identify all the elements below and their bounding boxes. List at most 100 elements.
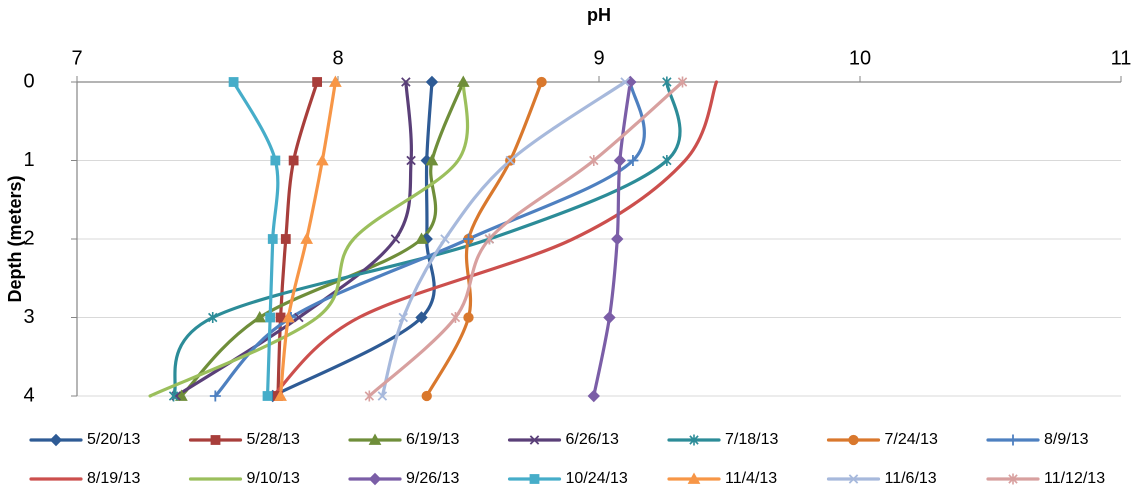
data-point-11-6-13-2: [440, 234, 450, 244]
series-line-8-19-13: [271, 80, 719, 398]
data-point-9-26-13-1: [613, 154, 627, 167]
y-tick-label: 4: [23, 384, 34, 406]
legend-item: 5/20/13: [29, 431, 140, 448]
data-point-8-9-13-2: [463, 233, 474, 245]
legend-item: 5/28/13: [188, 431, 300, 448]
legend-swatch-marker: [49, 433, 63, 447]
legend-swatch-marker: [848, 474, 859, 484]
legend-swatch-marker: [210, 435, 221, 445]
data-point-7-18-13-0: [662, 76, 672, 88]
data-point-8-9-13-4: [209, 390, 221, 402]
data-point-7-18-13-1: [662, 155, 672, 166]
legend-label: 11/4/13: [725, 470, 777, 487]
legend: 5/20/13 5/28/13 6/19/13 6/26/13 7/18/13 7/24/…: [29, 431, 1105, 487]
data-point-11-12-13-0: [677, 76, 688, 88]
legend-label: 9/26/13: [406, 470, 459, 487]
legend-item: 9/10/13: [188, 470, 300, 487]
legend-item: 7/24/13: [826, 431, 938, 448]
data-point-5-20-13-3: [415, 311, 428, 324]
data-point-7-24-13-3: [463, 312, 474, 323]
data-point-11-4-13-4: [274, 389, 287, 401]
legend-swatch-marker: [1008, 473, 1018, 485]
legend-item: 8/19/13: [29, 470, 140, 487]
legend-label: 5/28/13: [247, 431, 300, 448]
legend-label: 8/19/13: [87, 470, 140, 487]
x-tick-label: 9: [593, 47, 604, 69]
y-tick-label: 2: [23, 227, 34, 249]
legend-swatch-marker: [368, 433, 382, 445]
data-point-7-18-13-4: [168, 390, 179, 402]
legend-item: 7/18/13: [667, 431, 778, 448]
data-point-11-12-13-3: [450, 312, 461, 323]
x-axis-title: pH: [587, 5, 611, 25]
data-point-9-26-13-0: [624, 75, 637, 89]
legend-label: 6/26/13: [566, 431, 619, 448]
legend-swatch-marker: [529, 474, 540, 484]
y-axis-title: Depth (meters): [5, 175, 25, 302]
data-point-5-28-13-1: [288, 155, 299, 166]
legend-swatch-marker: [529, 435, 540, 445]
series-line-9-10-13: [148, 80, 470, 398]
data-point-6-26-13-1: [406, 155, 416, 166]
x-tick-label: 11: [1111, 47, 1132, 69]
legend-item: 6/26/13: [507, 431, 619, 448]
data-point-11-12-13-4: [364, 390, 375, 402]
data-point-10-24-13-3: [265, 312, 276, 323]
data-point-6-19-13-2: [415, 232, 428, 244]
plot-gridlines: [77, 81, 1121, 397]
data-point-11-4-13-3: [282, 310, 295, 323]
data-point-5-28-13-2: [280, 234, 291, 244]
x-tick-label: 7: [71, 47, 82, 69]
legend-swatch-marker: [848, 434, 859, 446]
data-point-6-26-13-0: [401, 77, 411, 87]
data-point-7-18-13-3: [208, 312, 218, 323]
legend-swatch-marker: [368, 472, 382, 486]
data-point-6-19-13-1: [425, 153, 439, 166]
x-tick-label: 8: [332, 47, 343, 69]
legend-item: 11/4/13: [667, 470, 777, 487]
data-point-11-12-13-2: [484, 233, 495, 245]
legend-item: 9/26/13: [348, 470, 459, 487]
data-point-11-6-13-0: [620, 77, 630, 87]
data-point-10-24-13-1: [270, 155, 281, 166]
series-line-6-19-13: [179, 80, 465, 398]
legend-item: 11/6/13: [826, 470, 937, 487]
data-point-7-24-13-4: [421, 390, 432, 402]
data-point-11-6-13-4: [377, 391, 388, 401]
data-point-9-26-13-3: [603, 311, 616, 324]
data-point-6-26-13-3: [294, 312, 304, 323]
data-point-10-24-13-4: [262, 391, 273, 401]
plot-markers: [168, 75, 688, 403]
legend-item: 8/9/13: [986, 431, 1089, 448]
legend-swatch-marker: [1007, 434, 1019, 446]
data-point-5-28-13-0: [312, 77, 323, 87]
data-point-11-6-13-1: [505, 155, 516, 166]
legend-item: 11/12/13: [986, 470, 1105, 487]
data-point-8-9-13-1: [627, 155, 639, 166]
data-point-6-19-13-3: [253, 310, 267, 323]
data-point-5-20-13-0: [425, 75, 439, 89]
series-line-6-26-13: [174, 80, 413, 398]
plot-axes: 7 8 9 10 11 0 1 2 3 4 pH Depth (meters): [5, 5, 1132, 407]
legend-label: 11/6/13: [885, 470, 937, 487]
data-point-11-4-13-1: [315, 153, 329, 166]
legend-label: 5/20/13: [87, 431, 140, 448]
legend-label: 7/24/13: [885, 431, 938, 448]
data-point-10-24-13-0: [228, 77, 239, 87]
legend-label: 9/10/13: [247, 470, 300, 487]
y-tick-label: 1: [23, 149, 34, 171]
x-tick-label: 10: [849, 47, 871, 69]
y-tick-label: 3: [23, 306, 34, 328]
data-point-11-4-13-2: [300, 232, 314, 244]
data-point-9-26-13-2: [611, 232, 624, 246]
legend-item: 10/24/13: [507, 470, 628, 487]
data-point-6-26-13-2: [390, 234, 401, 244]
y-tick-label: 0: [23, 70, 34, 92]
data-point-11-6-13-3: [398, 312, 409, 323]
legend-label: 11/12/13: [1044, 470, 1105, 487]
data-point-11-4-13-0: [329, 75, 342, 87]
legend-item: 6/19/13: [348, 431, 459, 448]
data-point-6-19-13-0: [456, 75, 470, 87]
